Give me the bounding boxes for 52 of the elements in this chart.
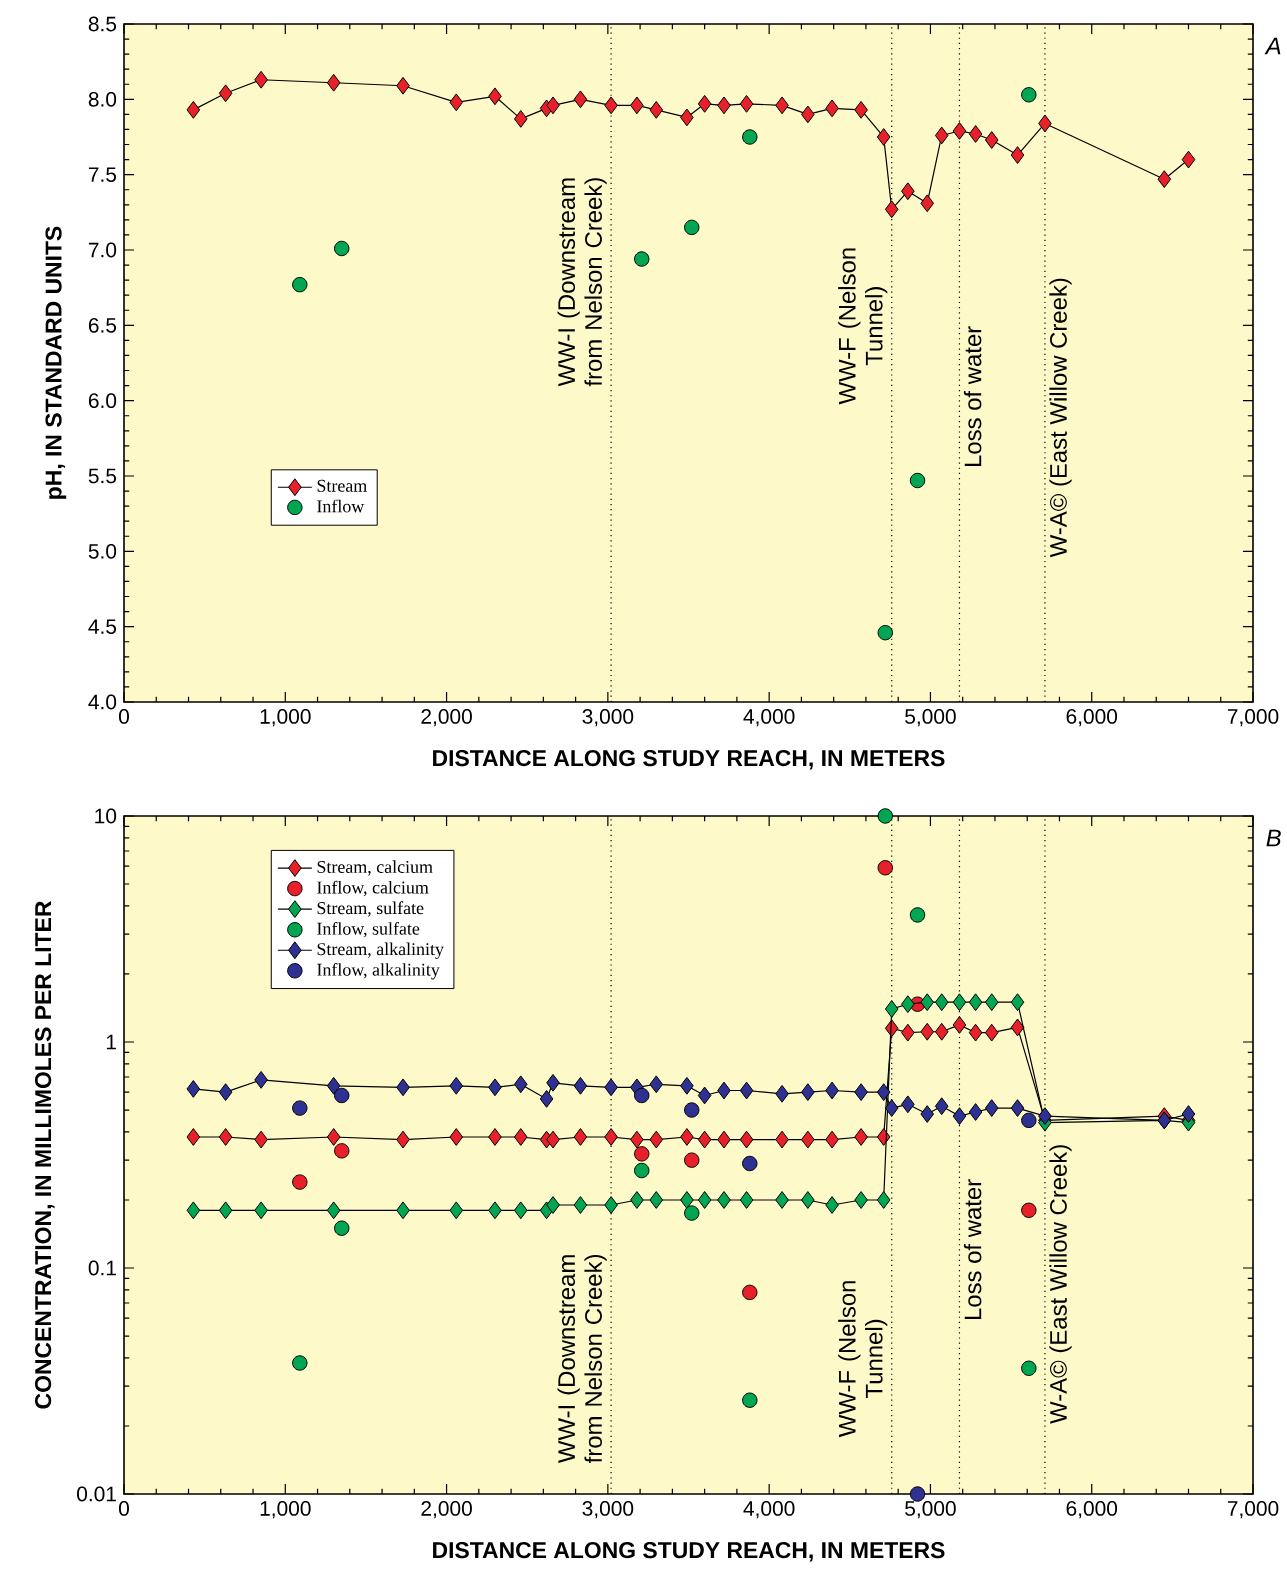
x-tick-label: 2,000 — [421, 709, 472, 727]
x-tick-label: 3,000 — [582, 709, 634, 727]
y-tick-label: 7.0 — [88, 242, 117, 258]
y-tick-label: 5.0 — [88, 543, 117, 559]
x-tick-label: 3,000 — [582, 1501, 634, 1519]
legend-label: Inflow, sulfate — [317, 921, 420, 938]
x-tick-label: 5,000 — [905, 1501, 956, 1519]
legend-label: Stream, sulfate — [317, 901, 424, 917]
y-tick-label: 1 — [106, 1034, 116, 1050]
y-tick-label: 6.0 — [88, 393, 117, 409]
x-tick-label: 6,000 — [1066, 1501, 1118, 1519]
x-tick-label: 2,000 — [421, 1501, 472, 1519]
y-tick-label: 0.01 — [77, 1486, 116, 1502]
legend-label: Stream, alkalinity — [317, 942, 444, 959]
legend-label: Inflow, alkalinity — [317, 962, 440, 980]
text: A — [1264, 37, 1281, 55]
x-tick-label: 6,000 — [1066, 709, 1118, 727]
legend-label: Inflow — [317, 499, 365, 513]
ref-line-label: Loss of water — [963, 326, 982, 467]
x-tick-label: 1,000 — [260, 1501, 311, 1519]
y-axis-title: pH, IN STANDARD UNITS — [45, 226, 67, 499]
y-tick-label: 8.5 — [88, 16, 117, 32]
x-axis-title: DISTANCE ALONG STUDY REACH, IN METERS — [433, 1542, 945, 1562]
y-axis-title: CONCENTRATION, IN MILLIMOLES PER LITER — [35, 901, 55, 1409]
ref-line-label: WW-F (Nelson Tunnel) — [838, 248, 888, 405]
text: B — [1266, 829, 1281, 847]
x-tick-label: 0 — [118, 1501, 129, 1516]
ref-line-label: W-A© (East Willow Creek) — [1049, 278, 1072, 558]
x-axis-title: DISTANCE ALONG STUDY REACH, IN METERS — [433, 750, 945, 770]
y-tick-label: 5.5 — [88, 468, 117, 484]
ref-line-label: WW-I (Downstream from Nelson Creek) — [557, 1254, 607, 1464]
y-tick-label: 4.5 — [88, 619, 117, 634]
x-tick-label: 4,000 — [743, 709, 795, 727]
legend-label: Stream — [317, 479, 367, 492]
y-tick-label: 8.0 — [88, 91, 117, 107]
x-tick-label: 4,000 — [743, 1501, 795, 1519]
y-tick-label: 10 — [95, 808, 117, 824]
x-tick-label: 0 — [118, 709, 129, 724]
x-tick-label: 7,000 — [1227, 1501, 1279, 1519]
x-tick-label: 1,000 — [260, 709, 311, 727]
x-tick-label: 7,000 — [1227, 709, 1279, 727]
ref-line-label: WW-I (Downstream from Nelson Creek) — [557, 178, 607, 387]
ref-line-label: W-A© (East Willow Creek) — [1049, 1145, 1072, 1424]
y-tick-label: 6.5 — [88, 317, 117, 333]
y-tick-label: 4.0 — [88, 694, 117, 710]
legend-label: Stream, calcium — [317, 860, 433, 876]
legend-label: Inflow, calcium — [317, 880, 429, 897]
y-tick-label: 0.1 — [88, 1260, 116, 1276]
y-tick-label: 7.5 — [88, 167, 117, 182]
ref-line-label: WW-F (Nelson Tunnel) — [838, 1281, 888, 1438]
ref-line-label: Loss of water — [963, 1179, 982, 1320]
x-tick-label: 5,000 — [905, 709, 956, 727]
